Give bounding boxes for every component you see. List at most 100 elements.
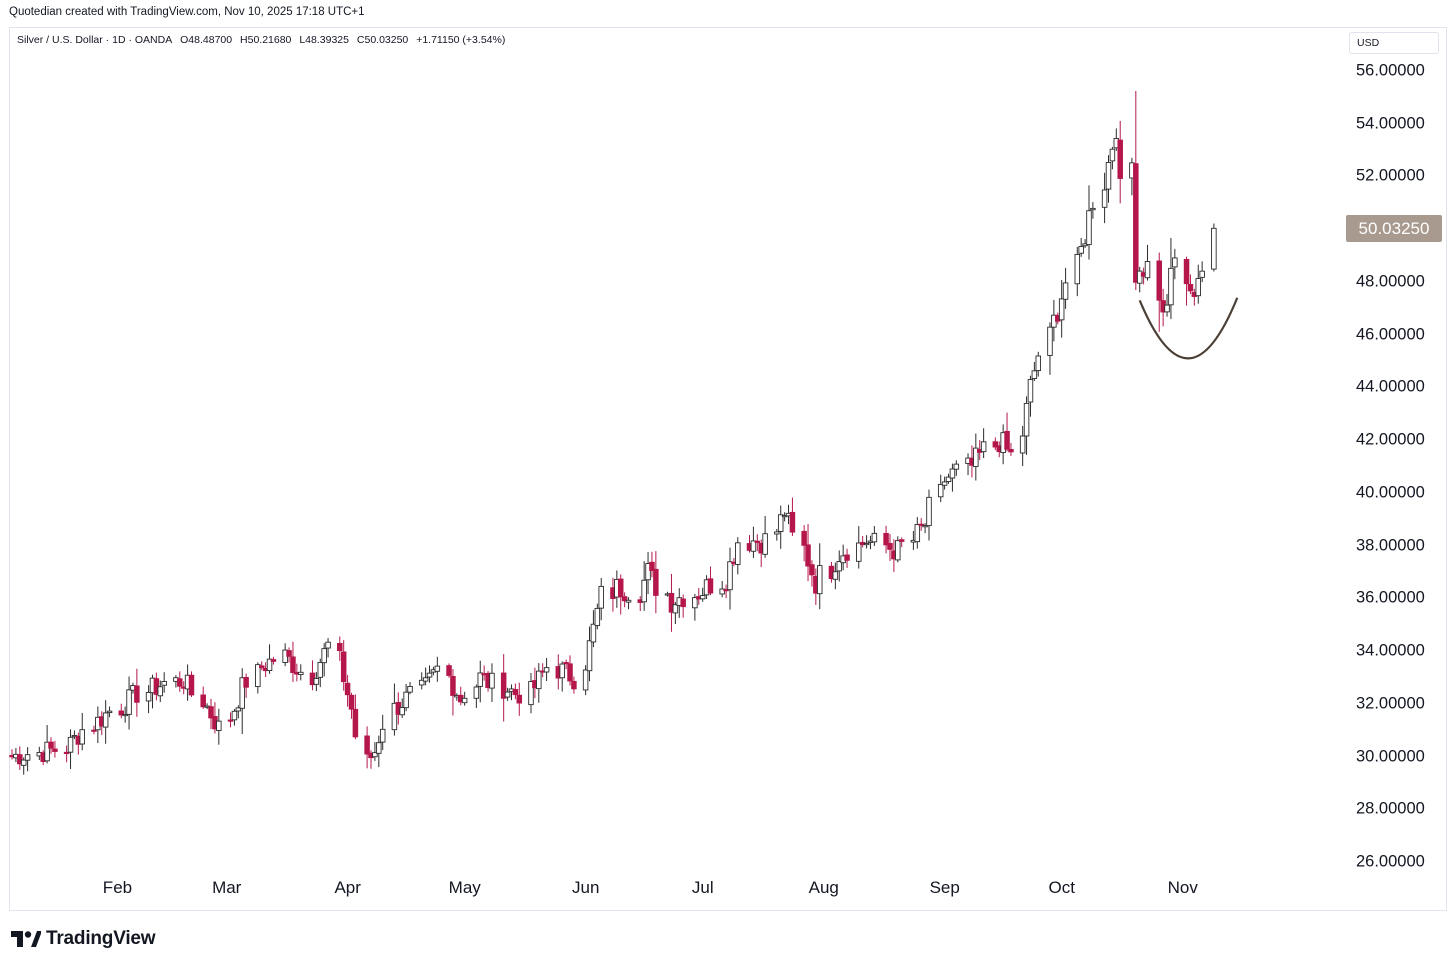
candle (473, 684, 480, 708)
candle (844, 548, 850, 568)
candle-body-up (1195, 278, 1202, 297)
tradingview-logo-icon (11, 931, 41, 947)
candle-body-up (1027, 379, 1034, 403)
candle-body-down (649, 561, 655, 571)
x-tick-label: Nov (1167, 878, 1198, 897)
candle (313, 672, 320, 692)
candle-body-up (1164, 304, 1170, 313)
candle (1136, 266, 1143, 293)
candle (668, 573, 675, 632)
candle-body-up (922, 525, 928, 528)
symbol-title[interactable]: Silver / U.S. Dollar · 1D · OANDA (17, 34, 173, 46)
candle (1027, 375, 1034, 417)
candle-body-up (895, 540, 901, 561)
candle-body-down (270, 659, 277, 662)
candle (161, 672, 167, 693)
candle-body-up (255, 664, 261, 688)
candle (426, 665, 433, 683)
candle-body-up (980, 441, 987, 453)
candle (1187, 274, 1194, 295)
candle (418, 672, 425, 690)
candle (723, 584, 729, 599)
candle (1195, 264, 1202, 304)
candle (231, 708, 238, 726)
candle-body-up (504, 691, 511, 698)
candle (883, 525, 889, 554)
candle-body-up (719, 588, 725, 595)
candle-body-up (1199, 270, 1205, 278)
candle-body-down (17, 754, 23, 765)
candle-body-down (1183, 258, 1190, 285)
candle (17, 746, 23, 770)
candle-body-up (1109, 148, 1116, 162)
x-tick-label: Jun (571, 878, 600, 897)
candle-body-down (668, 592, 675, 613)
candle-body-down (188, 674, 195, 696)
candle (352, 694, 359, 740)
candle-body-down (118, 710, 125, 716)
candle-body-up (914, 524, 921, 543)
candle (590, 610, 597, 648)
candle-body-down (344, 682, 351, 696)
candle (641, 561, 647, 611)
candle-body-up (422, 677, 429, 682)
y-tick-label: 26.00000 (1356, 852, 1425, 871)
candles-group (9, 90, 1217, 775)
y-tick-label: 52.00000 (1356, 166, 1425, 185)
candle-body-up (777, 514, 784, 532)
candle (290, 641, 296, 682)
candle (364, 726, 370, 769)
candle-body-up (559, 663, 565, 679)
x-tick-label: Aug (808, 878, 839, 897)
candle-body-up (871, 532, 878, 543)
tradingview-brand[interactable]: TradingView (11, 928, 156, 950)
candle (134, 668, 140, 717)
candle-body-down (754, 540, 761, 543)
candle (1078, 237, 1084, 257)
legend-low: L48.39325 (299, 34, 349, 46)
candle-body-up (953, 463, 960, 470)
candle-body-down (500, 672, 507, 699)
candle (895, 536, 901, 563)
candle (777, 505, 784, 549)
currency-selector[interactable]: USD (1349, 32, 1439, 54)
candle-body-up (372, 752, 378, 758)
candle (1211, 223, 1217, 272)
candle-body-up (216, 720, 222, 731)
candle (926, 489, 932, 541)
candle-body-up (126, 689, 132, 715)
y-tick-label: 28.00000 (1356, 799, 1425, 818)
y-tick-label: 44.00000 (1356, 377, 1425, 396)
candle-body-up (418, 679, 425, 686)
candle-body-up (489, 672, 495, 689)
last-price-label: 50.03250 (1346, 215, 1442, 242)
candle (286, 647, 292, 663)
x-tick-label: Oct (1048, 878, 1075, 897)
candle-body-up (1058, 298, 1065, 321)
candle-body-down (617, 578, 624, 598)
candle (461, 691, 468, 706)
candle (446, 663, 452, 678)
candle-body-up (321, 648, 327, 664)
candle-body-up (816, 565, 823, 595)
candle-body-down (883, 532, 889, 546)
candle (91, 725, 97, 735)
candle (512, 683, 519, 700)
candle (1008, 443, 1014, 456)
candle (649, 551, 655, 578)
candle-body-down (707, 578, 714, 594)
candle-body-down (1117, 139, 1123, 179)
candle-body-down (91, 729, 97, 732)
candle-body-up (379, 728, 386, 743)
candle (489, 663, 495, 702)
candle (379, 714, 386, 751)
candle (500, 654, 507, 722)
candle (102, 700, 109, 744)
legend-close: C50.03250 (356, 34, 409, 46)
candle (1156, 252, 1162, 332)
candle-body-down (340, 651, 347, 683)
y-tick-label: 36.00000 (1356, 588, 1425, 607)
candle-body-up (1144, 261, 1151, 279)
candle (403, 684, 409, 712)
